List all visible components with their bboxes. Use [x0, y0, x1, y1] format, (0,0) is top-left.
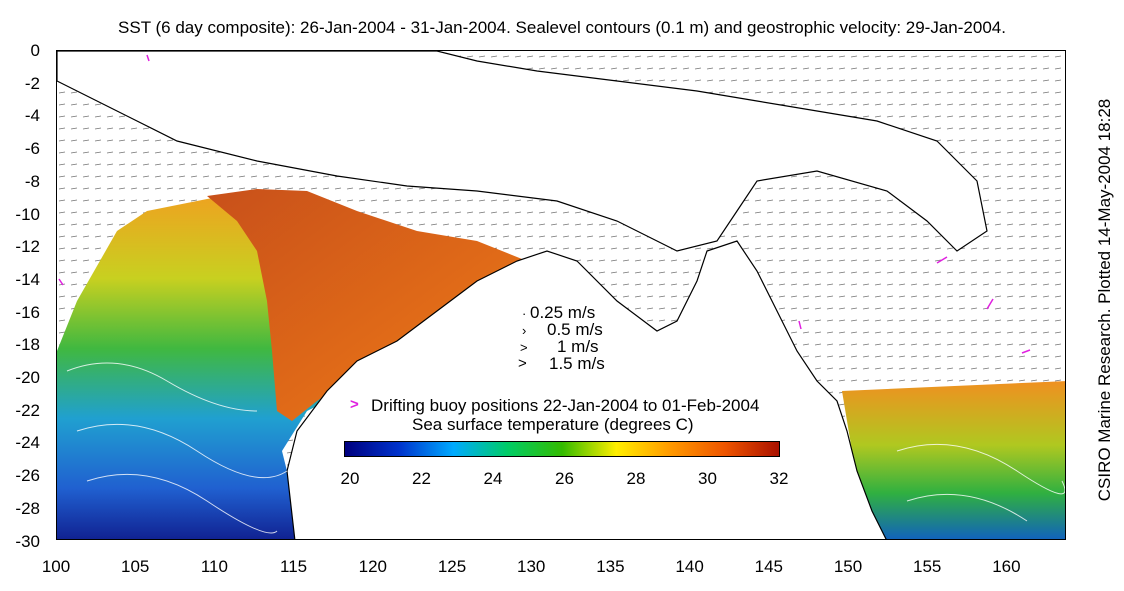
colorbar-tick-label: 32 [769, 469, 789, 488]
velocity-legend-arrow-2: › [522, 323, 527, 338]
x-tick-label: 155 [913, 557, 942, 576]
y-tick-label: -14 [15, 269, 40, 289]
y-tick-label: -22 [15, 400, 40, 420]
land-australia [286, 240, 887, 539]
y-tick-label: -18 [15, 335, 40, 355]
y-tick-label: -20 [15, 368, 40, 387]
x-tick-label: 145 [754, 557, 783, 576]
sealevel-contours [66, 362, 1065, 534]
x-tick-label: 115 [280, 557, 308, 576]
colorbar-tick-label: 28 [626, 469, 646, 488]
velocity-legend-1: 0.25 m/s [530, 303, 596, 322]
y-tick-label: -24 [15, 433, 40, 453]
x-tick-label: 105 [121, 557, 150, 576]
colorbar-label: Sea surface temperature (degrees C) [412, 415, 694, 434]
velocity-legend-4: 1.5 m/s [549, 354, 605, 373]
y-tick-label: -30 [15, 531, 40, 551]
y-tick-label: -10 [15, 204, 40, 224]
buoy-tracks [58, 54, 1031, 354]
y-tick-label: -4 [24, 106, 40, 126]
velocity-legend-arrow-3: > [520, 340, 528, 355]
map-title: SST (6 day composite): 26-Jan-2004 - 31-… [118, 18, 1006, 37]
velocity-legend-arrow-1: · [522, 306, 527, 321]
colorbar-tick-label: 20 [340, 469, 360, 488]
colorbar-tick-label: 26 [555, 469, 574, 488]
buoy-legend-marker: > [350, 396, 359, 413]
x-tick-label: 100 [41, 557, 71, 576]
x-tick-label: 160 [992, 557, 1021, 576]
x-tick-label: 110 [200, 557, 228, 576]
y-tick-label: -26 [15, 466, 40, 486]
map-svg [57, 51, 1065, 539]
y-tick-label: -12 [15, 237, 40, 257]
sst-warm-band [207, 189, 527, 421]
x-tick-label: 130 [517, 557, 546, 576]
sst-east-region [842, 381, 1065, 539]
colorbar-tick-label: 30 [698, 469, 717, 488]
velocity-legend-3: 1 m/s [557, 337, 599, 356]
y-tick-label: -16 [15, 302, 40, 322]
x-tick-label: 135 [596, 557, 625, 576]
y-tick-label: -8 [24, 171, 40, 191]
velocity-legend-arrow-4: > [518, 355, 527, 372]
y-tick-label: 0 [30, 41, 40, 60]
velocity-legend-2: 0.5 m/s [547, 320, 603, 339]
y-tick-label: -2 [24, 73, 40, 93]
x-tick-label: 125 [437, 557, 467, 576]
colorbar-tick-label: 22 [412, 469, 431, 488]
land-north-islands [57, 51, 988, 252]
x-tick-label: 150 [833, 557, 863, 576]
map-plot-area[interactable] [56, 50, 1066, 540]
sst-colorbar [344, 441, 780, 457]
credit-text: CSIRO Marine Research. Plotted 14-May-20… [1095, 98, 1114, 502]
y-tick-label: -28 [15, 498, 40, 518]
colorbar-tick-label: 24 [483, 469, 503, 488]
y-tick-label: -6 [24, 139, 40, 159]
x-tick-label: 120 [358, 557, 387, 576]
x-tick-label: 140 [675, 557, 704, 576]
buoy-legend: Drifting buoy positions 22-Jan-2004 to 0… [371, 396, 760, 415]
